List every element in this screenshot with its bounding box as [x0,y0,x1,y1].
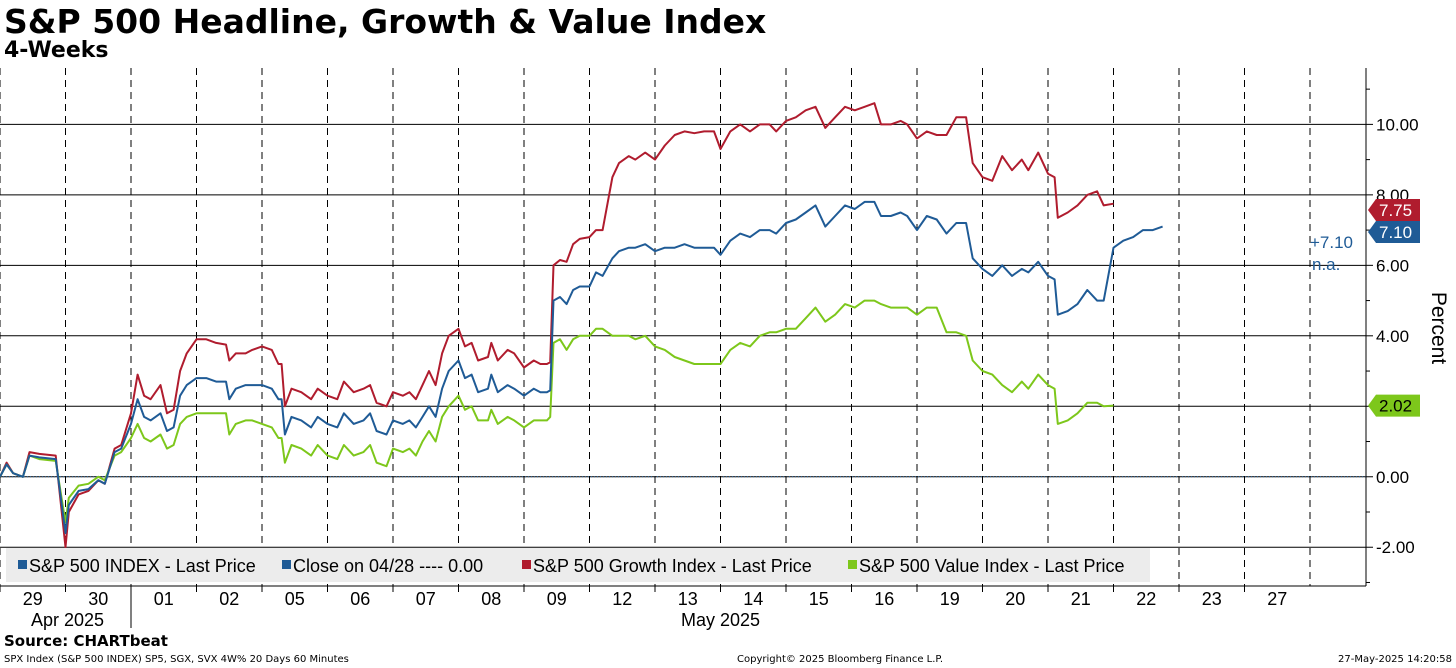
grid-layer [0,68,1366,586]
series-layer [0,102,1163,549]
x-tick-label: 20 [1005,589,1025,609]
series-line [0,102,1114,549]
footer-copyright: Copyright© 2025 Bloomberg Finance L.P. [737,654,944,665]
x-tick-label: 02 [219,589,239,609]
y-tick-label: 10.00 [1376,115,1419,134]
x-tick-label: 30 [88,589,108,609]
legend-entry: Close on 04/28 ---- 0.00 [293,556,483,576]
y-tick-label: 4.00 [1376,327,1409,346]
legend-swatch [18,560,27,569]
source-note: Source: CHARTbeat [4,632,168,650]
footer-left: SPX Index (S&P 500 INDEX) SP5, SGX, SVX … [4,654,349,665]
index-change-annotation: +7.10 [1310,233,1353,252]
legend-swatch [282,560,291,569]
value-last-value: 2.02 [1379,397,1412,416]
month-label: May 2025 [681,610,760,630]
y-axis-label: Percent [1427,292,1450,365]
x-tick-label: 27 [1267,589,1287,609]
x-tick-label: 19 [940,589,960,609]
x-tick-label: 15 [809,589,829,609]
axes-layer: -2.000.002.004.006.008.0010.00Percent293… [0,68,1450,630]
x-tick-label: 07 [416,589,436,609]
x-tick-label: 01 [154,589,174,609]
y-tick-label: 0.00 [1376,468,1409,487]
index-last-value-bg [1368,221,1420,243]
x-tick-label: 09 [547,589,567,609]
legend-swatch [522,560,531,569]
value-labels: 7.75 7.10 2.02 +7.10 n.a. [1310,199,1420,417]
index-na-annotation: n.a. [1312,255,1340,274]
index-last-value: 7.10 [1379,223,1412,242]
legend-background [6,548,1150,582]
x-tick-label: 14 [743,589,763,609]
x-tick-label: 21 [1071,589,1091,609]
series-line [0,200,1163,535]
x-tick-label: 05 [285,589,305,609]
x-tick-label: 29 [23,589,43,609]
legend: S&P 500 INDEX - Last Price Close on 04/28… [6,548,1150,582]
legend-entry: S&P 500 Value Index - Last Price [859,556,1125,576]
growth-last-value: 7.75 [1379,201,1412,220]
chart-subtitle: 4-Weeks [4,38,109,63]
month-label: Apr 2025 [31,610,104,630]
x-tick-label: 06 [350,589,370,609]
value-last-value-bg [1368,394,1420,417]
x-tick-label: 16 [874,589,894,609]
y-tick-label: 6.00 [1376,256,1409,275]
x-tick-label: 22 [1136,589,1156,609]
legend-swatch [848,560,857,569]
x-tick-label: 12 [612,589,632,609]
footer-timestamp: 27-May-2025 14:20:58 [1338,654,1452,665]
x-tick-label: 13 [678,589,698,609]
growth-last-value-bg [1368,199,1420,221]
series-line [0,299,1114,524]
legend-entry: S&P 500 INDEX - Last Price [29,556,256,576]
x-tick-label: 23 [1202,589,1222,609]
y-tick-label: -2.00 [1376,538,1415,557]
legend-entry: S&P 500 Growth Index - Last Price [533,556,812,576]
chart-title: S&P 500 Headline, Growth & Value Index [4,2,767,41]
x-tick-label: 08 [481,589,501,609]
